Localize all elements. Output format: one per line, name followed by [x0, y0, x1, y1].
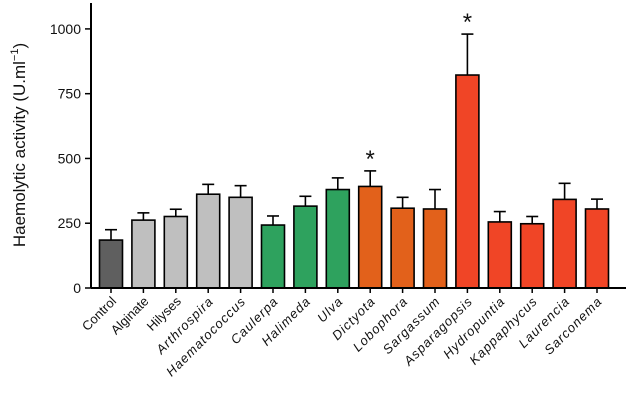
bars-group: [98, 74, 610, 289]
y-axis-title-main: Haemolytic activity (U.ml: [10, 61, 29, 247]
significance-marker: *: [366, 146, 375, 173]
y-axis-title-close: ): [10, 43, 29, 49]
error-bars-group: [105, 33, 603, 241]
bar: [325, 188, 351, 289]
bar: [131, 219, 156, 289]
x-axis: [91, 287, 626, 293]
bar: [422, 208, 448, 289]
bar: [195, 193, 221, 289]
y-tick-label: 750: [58, 86, 82, 102]
bar: [260, 224, 286, 289]
significance-markers-group: **: [366, 9, 473, 173]
bar: [487, 221, 513, 289]
bar: [552, 198, 577, 289]
x-tick-labels-group: ControlAlginateHilysesArthrospiraHaemato…: [79, 293, 605, 379]
bar: [519, 222, 545, 289]
y-tick-label: 500: [58, 150, 82, 166]
significance-marker: *: [463, 9, 472, 36]
bar: [455, 74, 480, 289]
bar: [293, 205, 318, 289]
bar: [357, 185, 383, 289]
bar: [228, 196, 253, 289]
bar: [163, 215, 189, 289]
bar: [584, 208, 610, 289]
bar: [390, 207, 415, 289]
y-tick-label: 1000: [50, 21, 81, 37]
y-axis: 0 250 500 750 1000: [50, 3, 92, 296]
y-axis-title: Haemolytic activity (U.ml−1): [9, 43, 29, 247]
y-tick-label: 0: [73, 280, 81, 296]
y-axis-title-superscript: −1: [9, 49, 21, 62]
y-tick-label: 250: [58, 215, 82, 231]
bar: [98, 239, 124, 289]
